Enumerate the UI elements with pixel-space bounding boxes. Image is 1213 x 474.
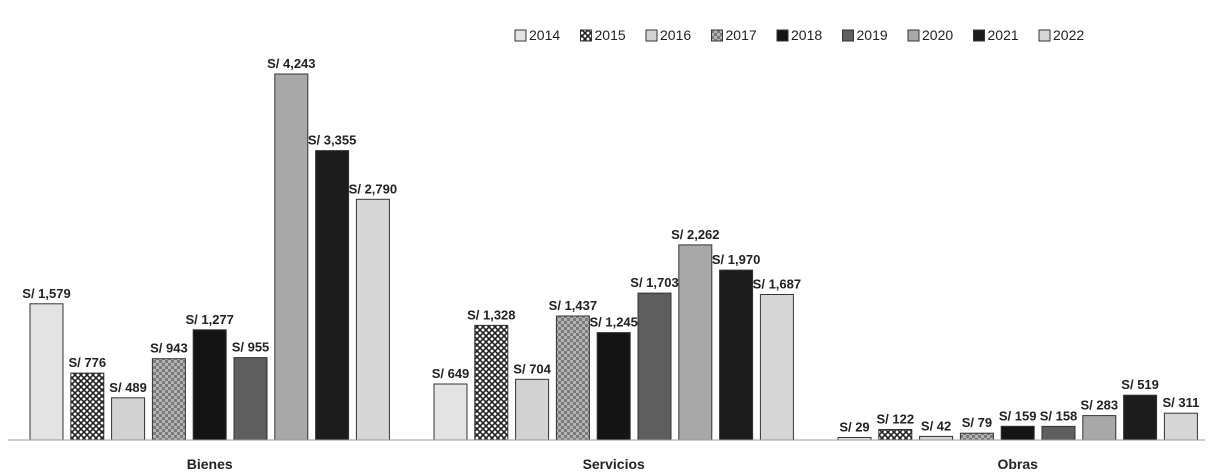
legend-label-2020: 2020 bbox=[922, 27, 953, 43]
data-label-bienes-2014: S/ 1,579 bbox=[22, 286, 70, 301]
legend-swatch-2022 bbox=[1038, 29, 1051, 42]
bar-servicios-2022 bbox=[759, 294, 794, 441]
data-label-bienes-2018: S/ 1,277 bbox=[185, 312, 233, 327]
legend-item-2019: 2019 bbox=[842, 27, 888, 43]
legend-item-2017: 2017 bbox=[711, 27, 757, 43]
bar-servicios-2019 bbox=[637, 292, 672, 441]
bar-bienes-2016 bbox=[111, 397, 146, 441]
bar-obras-2021 bbox=[1123, 394, 1158, 441]
bar-obras-2018 bbox=[1000, 425, 1035, 441]
data-label-servicios-2015: S/ 1,328 bbox=[467, 307, 515, 322]
data-label-servicios-2018: S/ 1,245 bbox=[589, 315, 637, 330]
category-labels-layer: Bienes Servicios Obras bbox=[187, 456, 1038, 472]
legend-swatch-2017 bbox=[711, 29, 723, 42]
bar-servicios-2015 bbox=[474, 324, 509, 441]
legend-swatch-2019 bbox=[842, 29, 854, 42]
data-label-obras-2015: S/ 122 bbox=[877, 412, 915, 427]
data-label-obras-2016: S/ 42 bbox=[921, 418, 951, 433]
bar-obras-2016 bbox=[919, 435, 954, 441]
legend-swatch-2016 bbox=[645, 29, 658, 42]
bar-obras-2015 bbox=[878, 429, 913, 441]
data-label-servicios-2021: S/ 1,970 bbox=[712, 252, 760, 267]
data-label-obras-2017: S/ 79 bbox=[962, 415, 992, 430]
legend-label-2016: 2016 bbox=[660, 27, 691, 43]
legend-label-2018: 2018 bbox=[791, 27, 822, 43]
data-label-bienes-2021: S/ 3,355 bbox=[308, 133, 356, 148]
legend-item-2022: 2022 bbox=[1038, 27, 1084, 43]
data-label-bienes-2019: S/ 955 bbox=[232, 340, 270, 355]
legend-swatch-2020 bbox=[907, 29, 920, 42]
data-label-bienes-2016: S/ 489 bbox=[109, 380, 147, 395]
legend-swatch-2018 bbox=[776, 29, 789, 42]
bar-bienes-2014 bbox=[29, 303, 64, 441]
legend-item-2020: 2020 bbox=[907, 27, 953, 43]
bar-obras-2019 bbox=[1041, 425, 1076, 441]
legend: 2014 2015 2016 2017 2018 2019 2020 2021 2022 bbox=[514, 27, 1084, 43]
bar-bienes-2022 bbox=[355, 198, 390, 441]
legend-label-2021: 2021 bbox=[988, 27, 1019, 43]
bar-bienes-2015 bbox=[70, 372, 105, 441]
data-label-bienes-2017: S/ 943 bbox=[150, 341, 188, 356]
bar-servicios-2014 bbox=[433, 383, 468, 441]
legend-item-2021: 2021 bbox=[973, 27, 1019, 43]
data-label-bienes-2022: S/ 2,790 bbox=[349, 181, 397, 196]
legend-item-2016: 2016 bbox=[645, 27, 691, 43]
data-label-bienes-2020: S/ 4,243 bbox=[267, 56, 315, 71]
bar-bienes-2021 bbox=[315, 150, 350, 441]
bar-obras-2022 bbox=[1163, 412, 1198, 441]
data-label-servicios-2014: S/ 649 bbox=[432, 366, 470, 381]
bar-bienes-2020 bbox=[274, 73, 309, 441]
bar-obras-2017 bbox=[959, 432, 994, 441]
bar-bienes-2019 bbox=[233, 357, 268, 441]
data-label-obras-2019: S/ 158 bbox=[1040, 408, 1078, 423]
bar-obras-2020 bbox=[1082, 415, 1117, 441]
legend-swatch-2015 bbox=[580, 29, 592, 42]
legend-swatch-2014 bbox=[514, 29, 527, 42]
data-label-servicios-2016: S/ 704 bbox=[513, 361, 551, 376]
data-label-obras-2022: S/ 311 bbox=[1162, 395, 1199, 410]
bar-bienes-2017 bbox=[151, 358, 186, 441]
category-label-bienes: Bienes bbox=[187, 456, 233, 472]
legend-label-2022: 2022 bbox=[1053, 27, 1084, 43]
category-label-servicios: Servicios bbox=[583, 456, 645, 472]
legend-label-2014: 2014 bbox=[529, 27, 560, 43]
legend-item-2015: 2015 bbox=[580, 27, 626, 43]
legend-item-2018: 2018 bbox=[776, 27, 822, 43]
legend-label-2015: 2015 bbox=[595, 27, 626, 43]
bar-servicios-2021 bbox=[719, 269, 754, 441]
legend-swatch-2021 bbox=[973, 29, 985, 42]
category-label-obras: Obras bbox=[997, 456, 1038, 472]
data-label-obras-2021: S/ 519 bbox=[1121, 377, 1159, 392]
data-label-servicios-2022: S/ 1,687 bbox=[753, 277, 801, 292]
bar-bienes-2018 bbox=[192, 329, 227, 441]
bar-servicios-2018 bbox=[596, 332, 631, 441]
data-label-obras-2020: S/ 283 bbox=[1081, 398, 1119, 413]
legend-label-2019: 2019 bbox=[857, 27, 888, 43]
data-label-obras-2014: S/ 29 bbox=[839, 420, 869, 435]
data-label-servicios-2017: S/ 1,437 bbox=[549, 298, 597, 313]
bar-servicios-2020 bbox=[678, 244, 713, 441]
data-label-bienes-2015: S/ 776 bbox=[69, 355, 107, 370]
data-label-obras-2018: S/ 159 bbox=[999, 408, 1037, 423]
bar-servicios-2017 bbox=[555, 315, 590, 441]
bars-layer bbox=[29, 73, 1198, 441]
legend-item-2014: 2014 bbox=[514, 27, 560, 43]
legend-label-2017: 2017 bbox=[726, 27, 757, 43]
data-label-servicios-2020: S/ 2,262 bbox=[671, 227, 719, 242]
bar-servicios-2016 bbox=[515, 378, 550, 441]
data-label-servicios-2019: S/ 1,703 bbox=[630, 275, 678, 290]
